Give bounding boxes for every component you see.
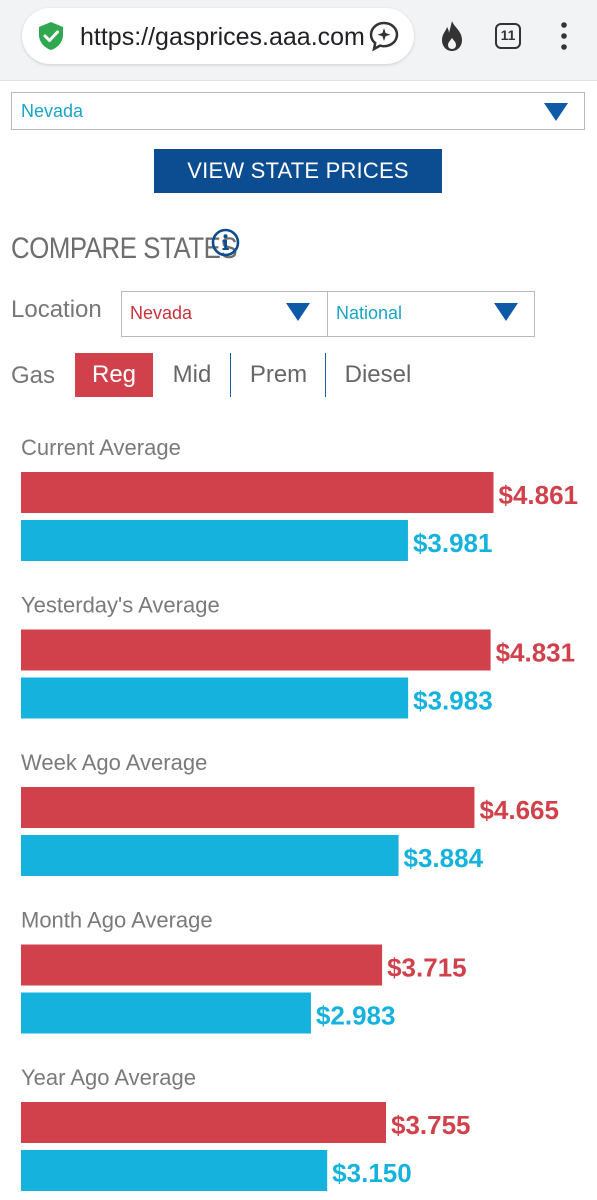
value-label-nevada-week-ago-average: $4.665 [479, 795, 559, 825]
category-label-week-ago-average: Week Ago Average [21, 750, 207, 775]
more-menu-icon[interactable] [555, 20, 573, 52]
compare-states-heading: COMPARE STATES [11, 232, 238, 265]
tab-divider [230, 353, 231, 397]
shield-check-icon[interactable] [36, 21, 66, 51]
bar-nevada-year-ago-average [21, 1102, 386, 1143]
info-icon[interactable] [211, 228, 240, 257]
value-label-nevada-month-ago-average: $3.715 [387, 953, 467, 983]
value-label-national-month-ago-average: $2.983 [316, 1001, 396, 1031]
address-bar[interactable]: https://gasprices.aaa.com [22, 8, 414, 64]
gas-tab-reg[interactable]: Reg [75, 353, 153, 397]
gas-tab-diesel[interactable]: Diesel [344, 361, 412, 388]
location-1-dropdown[interactable]: Nevada [121, 291, 329, 337]
dropdown-arrow-icon [494, 303, 518, 321]
tab-divider [325, 353, 326, 397]
bar-national-year-ago-average [21, 1150, 328, 1191]
dropdown-arrow-icon [544, 103, 568, 121]
bar-nevada-week-ago-average [21, 787, 475, 828]
bar-nevada-yesterday-s-average [21, 629, 491, 671]
location-label: Location [11, 296, 102, 323]
bar-national-month-ago-average [21, 992, 311, 1034]
bar-nevada-current-average [21, 472, 494, 513]
value-label-nevada-year-ago-average: $3.755 [391, 1110, 471, 1140]
category-label-yesterday-s-average: Yesterday's Average [21, 593, 220, 618]
gas-label: Gas [11, 362, 56, 389]
value-label-national-current-average: $3.981 [413, 528, 493, 558]
bar-national-current-average [21, 520, 408, 561]
flame-icon[interactable] [437, 20, 467, 52]
gas-tab-prem[interactable]: Prem [249, 361, 308, 388]
location-2-value: National [336, 303, 403, 323]
value-label-nevada-yesterday-s-average: $4.831 [496, 638, 576, 668]
url-text[interactable]: https://gasprices.aaa.com [80, 23, 365, 51]
bar-nevada-month-ago-average [21, 944, 383, 986]
state-dropdown-value: Nevada [21, 101, 84, 121]
value-label-national-week-ago-average: $3.884 [404, 843, 484, 873]
category-label-year-ago-average: Year Ago Average [21, 1065, 196, 1090]
dropdown-arrow-icon [286, 303, 310, 321]
assistant-sparkle-icon[interactable] [368, 20, 400, 52]
bar-national-week-ago-average [21, 835, 399, 876]
gas-tab-mid[interactable]: Mid [172, 361, 212, 388]
location-1-value: Nevada [130, 303, 193, 323]
view-state-prices-button[interactable]: VIEW STATE PRICES [154, 149, 442, 193]
value-label-national-yesterday-s-average: $3.983 [413, 686, 493, 716]
value-label-national-year-ago-average: $3.150 [332, 1158, 412, 1188]
category-label-current-average: Current Average [21, 435, 181, 460]
location-2-dropdown[interactable]: National [327, 291, 535, 337]
bar-national-yesterday-s-average [21, 677, 409, 719]
price-comparison-chart: Current Average $4.861$3.981 Yesterday's A… [21, 435, 578, 1191]
category-label-month-ago-average: Month Ago Average [21, 908, 213, 933]
tab-switcher-button[interactable]: 11 [495, 23, 521, 49]
browser-toolbar: https://gasprices.aaa.com 11 [0, 0, 597, 81]
value-label-nevada-current-average: $4.861 [498, 480, 578, 510]
state-dropdown[interactable]: Nevada [11, 92, 585, 130]
